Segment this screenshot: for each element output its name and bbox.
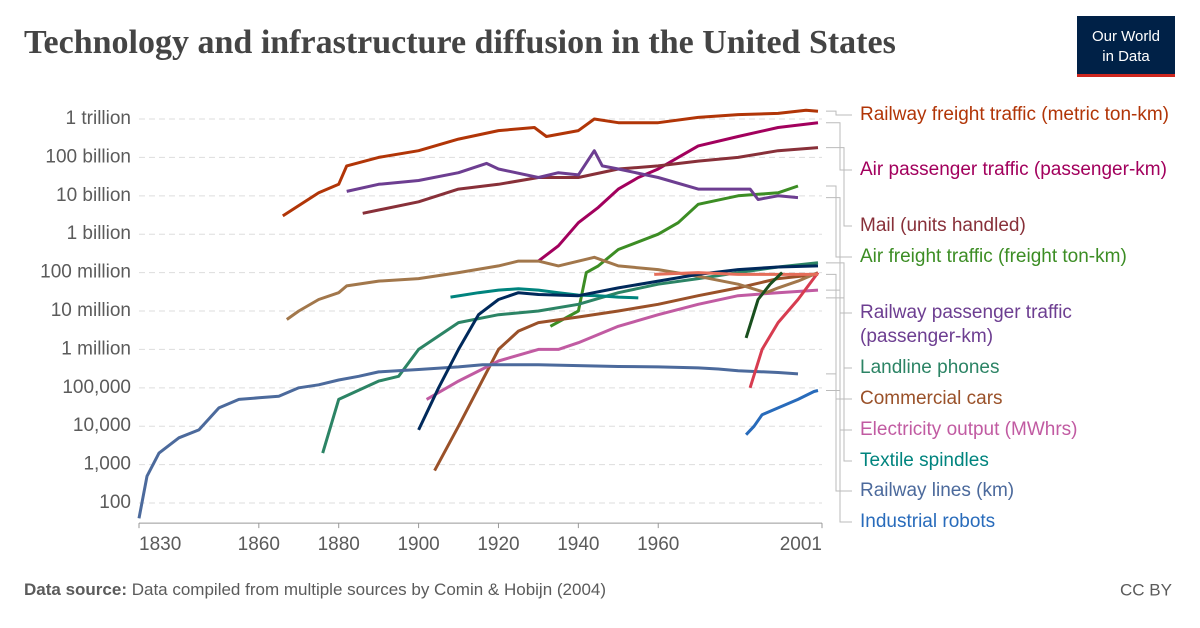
y-tick-label: 1 billion	[67, 223, 131, 244]
logo-text: Our World	[1092, 28, 1160, 45]
y-tick-label: 1,000	[83, 454, 131, 475]
series-line	[137, 363, 799, 519]
legend-connector	[826, 289, 852, 431]
y-tick-label: 1 million	[61, 338, 131, 359]
y-tick-label: 10 million	[51, 300, 131, 321]
legend-label: Railway passenger traffic (passenger-km)	[860, 302, 1072, 347]
y-tick-label: 10,000	[73, 415, 131, 436]
legend-label: Mail (units handled)	[860, 215, 1026, 236]
logo-underline	[1077, 74, 1175, 77]
series-line	[417, 264, 819, 431]
legend-label: Commercial cars	[860, 388, 1003, 409]
series-line	[654, 271, 818, 276]
y-tick-label: 100,000	[62, 377, 131, 398]
source-text: Data compiled from multiple sources by C…	[132, 580, 606, 599]
legend-label: Railway freight traffic (metric ton-km)	[860, 104, 1169, 125]
legend-line: Railway passenger traffic	[860, 302, 1072, 323]
series-line	[450, 287, 639, 300]
series-line	[537, 121, 819, 263]
legend-label: Textile spindles	[860, 450, 989, 471]
y-tick-label: 10 billion	[56, 185, 131, 206]
series-line	[346, 149, 799, 201]
legend-connector	[826, 390, 852, 523]
series-line	[321, 261, 819, 454]
legend-label: Electricity output (MWhrs)	[860, 419, 1077, 440]
source-label: Data source:	[24, 580, 127, 599]
series-line	[744, 271, 784, 339]
y-tick-label: 1 trillion	[66, 108, 131, 129]
legend-label: Air passenger traffic (passenger-km)	[860, 159, 1167, 180]
logo: Our World in Data	[1077, 16, 1175, 77]
legend-connector	[826, 262, 852, 369]
series-line	[285, 255, 819, 321]
x-tick-label: 1880	[318, 534, 360, 555]
logo-text: in Data	[1102, 48, 1150, 65]
x-tick-label: 1940	[557, 534, 599, 555]
legend-label: Air freight traffic (freight ton-km)	[860, 246, 1127, 267]
x-tick-label: 1920	[477, 534, 519, 555]
legend-connector	[826, 273, 852, 400]
series-line	[281, 108, 819, 218]
series-line	[425, 288, 819, 401]
series-line	[362, 146, 819, 215]
chart-title: Technology and infrastructure diffusion …	[24, 24, 896, 61]
legend-label: Landline phones	[860, 357, 999, 378]
legend-line: (passenger-km)	[860, 326, 993, 347]
x-tick-label: 2001	[780, 534, 822, 555]
x-tick-label: 1860	[238, 534, 280, 555]
series-line	[745, 389, 819, 436]
legend-connector	[826, 197, 852, 314]
legend-connector	[826, 373, 852, 492]
legend-connector	[826, 147, 852, 227]
legend-connector	[826, 122, 852, 171]
legend-connector	[826, 185, 852, 258]
series-line	[433, 272, 819, 472]
y-tick-label: 100 million	[40, 262, 131, 283]
x-tick-label: 1960	[637, 534, 679, 555]
legend-label: Industrial robots	[860, 511, 995, 532]
logo-box	[1077, 16, 1175, 74]
x-tick-label: 1830	[139, 534, 181, 555]
license: CC BY	[1120, 580, 1172, 599]
legend-connector	[826, 110, 852, 116]
y-tick-label: 100 billion	[45, 146, 131, 167]
x-tick-label: 1900	[397, 534, 439, 555]
source-note: Data source: Data compiled from multiple…	[24, 580, 606, 599]
y-tick-label: 100	[99, 492, 131, 513]
legend-connector	[826, 297, 852, 462]
series-line	[748, 271, 820, 389]
legend-label: Railway lines (km)	[860, 480, 1014, 501]
series-line	[549, 184, 799, 328]
